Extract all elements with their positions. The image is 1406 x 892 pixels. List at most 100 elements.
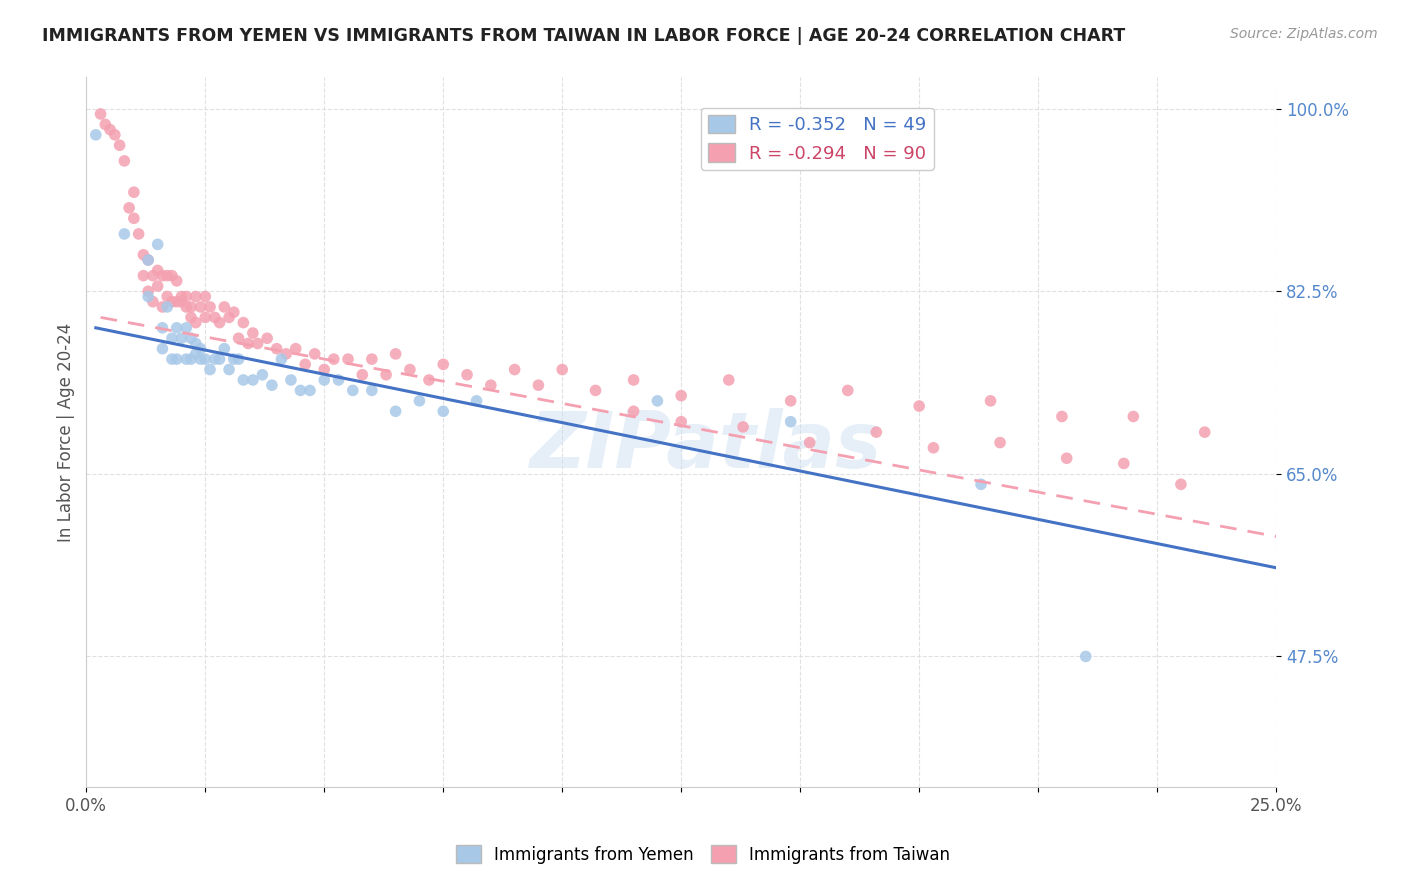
Point <box>731 420 754 434</box>
Point <box>112 227 135 241</box>
Point <box>360 384 382 398</box>
Point <box>222 305 245 319</box>
Point <box>252 368 274 382</box>
Point <box>360 352 382 367</box>
Point <box>160 268 183 283</box>
Point <box>142 268 165 283</box>
Y-axis label: In Labor Force | Age 20-24: In Labor Force | Age 20-24 <box>58 323 75 541</box>
Point <box>104 128 127 142</box>
Point <box>298 384 321 398</box>
Point <box>284 342 307 356</box>
Point <box>108 138 131 153</box>
Point <box>1170 477 1192 491</box>
Point <box>214 342 236 356</box>
Point <box>585 384 607 398</box>
Point <box>152 321 174 335</box>
Point <box>170 294 193 309</box>
Point <box>280 373 302 387</box>
Point <box>352 368 374 382</box>
Point <box>174 300 197 314</box>
Point <box>256 331 278 345</box>
Point <box>328 373 350 387</box>
Point <box>146 263 169 277</box>
Point <box>152 268 174 283</box>
Point <box>194 289 217 303</box>
Point <box>204 310 226 325</box>
Point <box>779 415 801 429</box>
Point <box>136 252 159 267</box>
Point <box>294 357 316 371</box>
Point <box>98 122 121 136</box>
Point <box>180 300 202 314</box>
Point <box>970 477 993 491</box>
Point <box>647 393 669 408</box>
Point <box>214 300 236 314</box>
Point <box>208 352 231 367</box>
Point <box>152 300 174 314</box>
Point <box>160 352 183 367</box>
Point <box>551 362 574 376</box>
Point <box>232 316 254 330</box>
Point <box>669 389 692 403</box>
Point <box>166 352 188 367</box>
Point <box>922 441 945 455</box>
Point <box>384 404 406 418</box>
Point <box>456 368 478 382</box>
Point <box>384 347 406 361</box>
Point <box>84 128 107 142</box>
Point <box>118 201 141 215</box>
Point <box>190 300 212 314</box>
Point <box>170 331 193 345</box>
Point <box>152 342 174 356</box>
Point <box>174 321 197 335</box>
Point <box>132 248 155 262</box>
Point <box>180 352 202 367</box>
Point <box>136 285 159 299</box>
Point <box>779 393 801 408</box>
Point <box>418 373 440 387</box>
Point <box>1074 649 1097 664</box>
Point <box>94 117 117 131</box>
Point <box>184 316 207 330</box>
Point <box>246 336 269 351</box>
Point <box>242 326 264 340</box>
Point <box>527 378 550 392</box>
Point <box>204 352 226 367</box>
Point <box>184 289 207 303</box>
Point <box>218 362 240 376</box>
Point <box>270 352 292 367</box>
Point <box>180 331 202 345</box>
Point <box>194 352 217 367</box>
Point <box>908 399 931 413</box>
Point <box>479 378 502 392</box>
Point <box>142 294 165 309</box>
Point <box>980 393 1002 408</box>
Text: IMMIGRANTS FROM YEMEN VS IMMIGRANTS FROM TAIWAN IN LABOR FORCE | AGE 20-24 CORRE: IMMIGRANTS FROM YEMEN VS IMMIGRANTS FROM… <box>42 27 1125 45</box>
Point <box>170 289 193 303</box>
Point <box>799 435 821 450</box>
Point <box>228 352 250 367</box>
Legend: R = -0.352   N = 49, R = -0.294   N = 90: R = -0.352 N = 49, R = -0.294 N = 90 <box>700 108 934 169</box>
Point <box>146 279 169 293</box>
Point <box>1112 457 1135 471</box>
Point <box>242 373 264 387</box>
Point <box>156 289 179 303</box>
Point <box>342 384 364 398</box>
Point <box>136 289 159 303</box>
Point <box>156 268 179 283</box>
Point <box>112 153 135 168</box>
Point <box>146 237 169 252</box>
Point <box>988 435 1011 450</box>
Text: Source: ZipAtlas.com: Source: ZipAtlas.com <box>1230 27 1378 41</box>
Point <box>228 331 250 345</box>
Point <box>174 289 197 303</box>
Point <box>375 368 398 382</box>
Point <box>122 211 145 226</box>
Point <box>399 362 422 376</box>
Point <box>408 393 430 408</box>
Point <box>465 393 488 408</box>
Point <box>198 362 221 376</box>
Point <box>322 352 344 367</box>
Point <box>314 373 336 387</box>
Point <box>90 107 112 121</box>
